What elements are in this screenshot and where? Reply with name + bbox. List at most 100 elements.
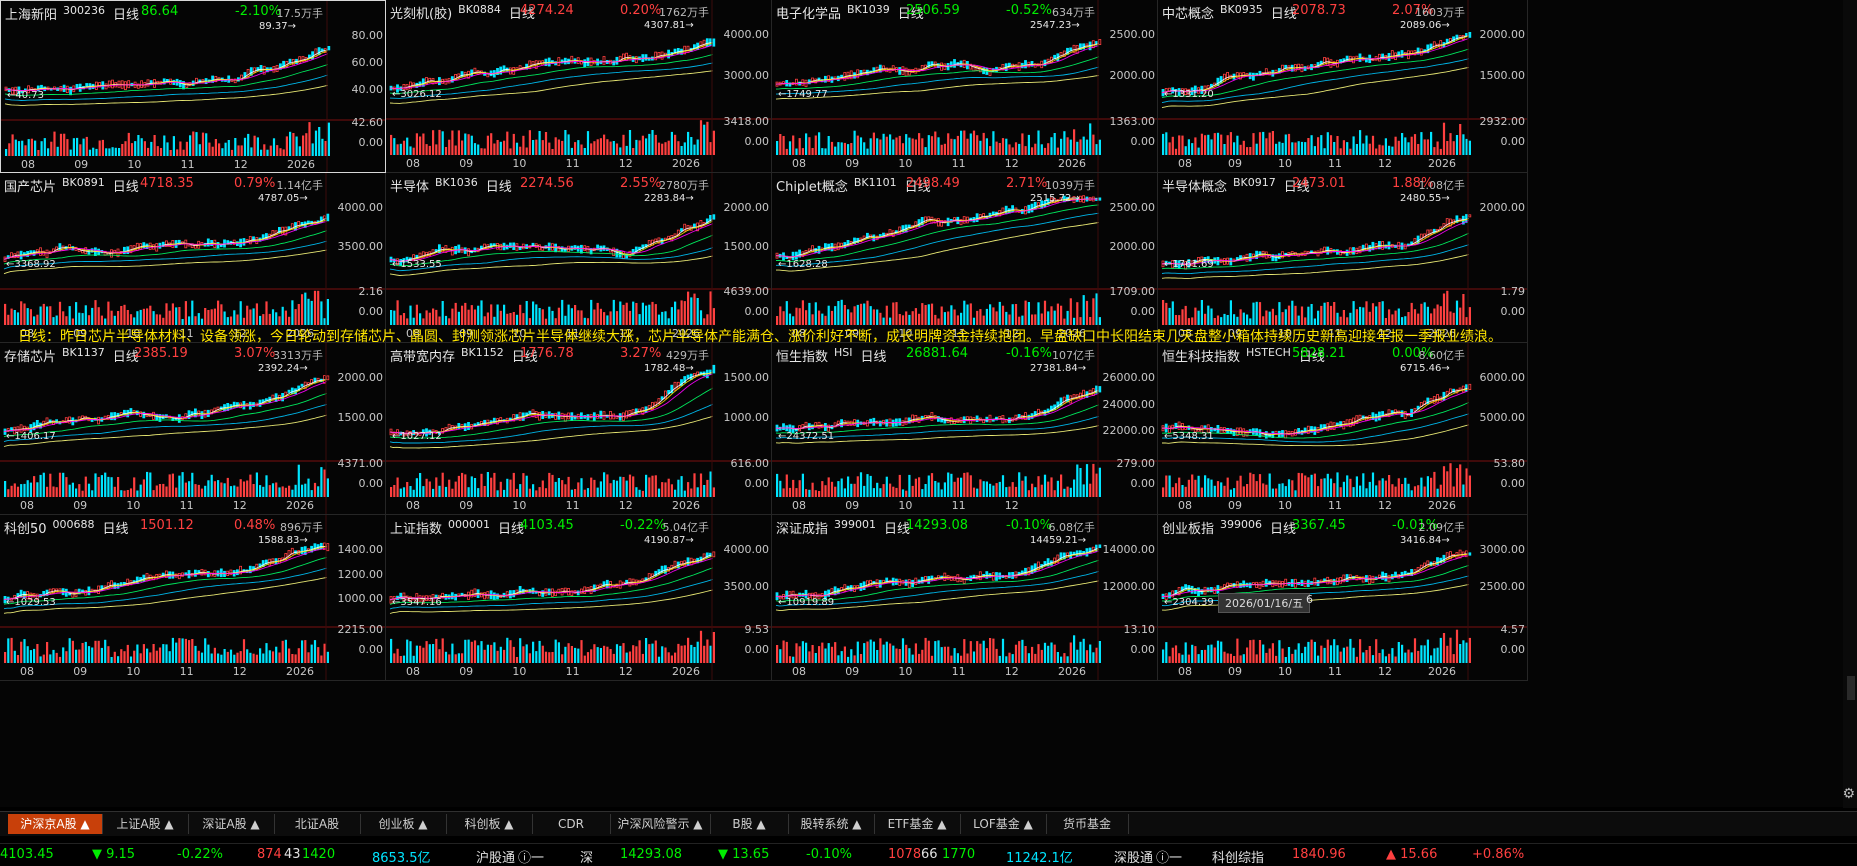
chart-panel-bk1039[interactable]: 电子化学品 BK1039 日线 2506.59 -0.52% 634万手 2547.23→ ←… — [772, 0, 1158, 173]
kline-chart[interactable] — [386, 343, 772, 515]
security-code: 399006 — [1220, 518, 1263, 531]
tab-0[interactable]: 沪深京A股 ▲ — [8, 814, 103, 834]
tab-5[interactable]: 科创板 ▲ — [446, 814, 533, 834]
kline-chart[interactable] — [0, 515, 386, 681]
chart-panel-bk0891[interactable]: 国产芯片 BK0891 日线 4718.35 0.79% 1.14亿手 4787.05→ ←3… — [0, 173, 386, 343]
time-axis-tick: 2026 — [672, 665, 700, 678]
chart-panel-bk0884[interactable]: 光刻机(胶) BK0884 日线 4274.24 0.20% 1762万手 4307.81→… — [386, 0, 772, 173]
tab-6[interactable]: CDR — [532, 814, 611, 834]
kline-chart[interactable] — [772, 0, 1158, 173]
kline-chart[interactable] — [386, 0, 772, 173]
chart-panel-300236[interactable]: 上海新阳 300236 日线 86.64 -2.10% 17.5万手 89.37→ ←40.7… — [0, 0, 386, 173]
volume-bar — [321, 138, 324, 156]
ma-line — [1161, 218, 1469, 265]
chart-panel-bk1101[interactable]: Chiplet概念 BK1101 日线 2498.49 2.71% 1039万手 2515.… — [772, 173, 1158, 343]
volume-bar — [1320, 645, 1323, 663]
volume-bar — [963, 130, 966, 155]
volume-bar — [1014, 304, 1018, 325]
volume-bar — [1089, 483, 1092, 497]
volume-bar — [1371, 303, 1375, 325]
volume-bar — [208, 142, 211, 156]
volume-bar — [599, 648, 602, 663]
chart-panel-000688[interactable]: 科创50 000688 日线 1501.12 0.48% 896万手 1588.83→ ←10… — [0, 515, 386, 681]
chart-panel-bk1036[interactable]: 半导体 BK1036 日线 2274.56 2.55% 2780万手 2283.84→ ←15… — [386, 173, 772, 343]
chart-panel-bk1137[interactable]: 存储芯片 BK1137 日线 2385.19 3.07% 3313万手 2392.24→ ←1… — [0, 343, 386, 515]
tab-9[interactable]: 股转系统 ▲ — [788, 814, 875, 834]
volume-bar — [419, 645, 422, 663]
candle — [1429, 229, 1433, 235]
volume-bar — [1362, 652, 1365, 663]
sgt-label[interactable]: 深股通 — [1114, 851, 1154, 866]
volume-bar — [155, 650, 158, 663]
volume-bar — [515, 314, 519, 325]
kline-chart[interactable] — [0, 173, 386, 343]
ma-line — [4, 49, 328, 92]
kline-chart[interactable] — [1158, 515, 1528, 681]
kline-chart[interactable] — [1158, 173, 1528, 343]
volume-bar — [998, 655, 1001, 663]
chart-panel-000001[interactable]: 上证指数 000001 日线 4103.45 -0.22% 5.04亿手 4190.87→ ←… — [386, 515, 772, 681]
tab-2[interactable]: 深证A股 ▲ — [188, 814, 275, 834]
volume-bar — [1420, 645, 1423, 663]
volume-bar — [872, 309, 875, 325]
volume-bar — [1455, 135, 1459, 155]
ma-line — [389, 371, 713, 435]
volume-bar — [1014, 486, 1018, 497]
ma-line — [389, 555, 713, 601]
kline-chart[interactable] — [0, 343, 386, 515]
tab-1[interactable]: 上证A股 ▲ — [102, 814, 189, 834]
kline-chart[interactable] — [1158, 0, 1528, 173]
hgt-label[interactable]: 沪股通 — [476, 851, 516, 866]
price-axis-tick: 1000.00 — [337, 592, 384, 606]
tab-11[interactable]: LOF基金 ▲ — [960, 814, 1047, 834]
hgt-info-icon[interactable]: ⓘ一 — [518, 851, 545, 866]
kline-chart[interactable] — [772, 343, 1158, 515]
volume-bar — [885, 641, 888, 663]
tab-4[interactable]: 创业板 ▲ — [360, 814, 447, 834]
kline-chart[interactable] — [772, 173, 1158, 343]
kline-chart[interactable] — [386, 173, 772, 343]
volume-bar — [1352, 647, 1355, 663]
tab-12[interactable]: 货币基金 — [1046, 814, 1129, 834]
time-axis-tick: 09 — [1228, 157, 1242, 170]
chart-panel-bk1152[interactable]: 高带宽内存 BK1152 日线 1776.78 3.27% 429万手 1782.48→ ←1… — [386, 343, 772, 515]
ma-line — [389, 223, 713, 262]
kline-chart[interactable] — [772, 515, 1158, 681]
volume-bar — [1178, 135, 1181, 155]
kline-chart[interactable] — [1158, 343, 1528, 515]
tab-7[interactable]: 沪深风险警示 ▲ — [610, 814, 711, 834]
volume-bar — [1262, 131, 1265, 155]
volume-bar — [272, 138, 276, 156]
chart-panel-hstech[interactable]: 恒生科技指数 HSTECH 日线 5828.21 0.00% 8.60亿手 6715.46→… — [1158, 343, 1528, 515]
chart-panel-bk0917[interactable]: 半导体概念 BK0917 日线 2473.01 1.88% 1.08亿手 2480.55→ ←… — [1158, 173, 1528, 343]
kline-chart[interactable] — [386, 515, 772, 681]
high-price-marker: 1782.48→ — [644, 363, 694, 374]
chart-panel-hsi[interactable]: 恒生指数 HSI 日线 26881.64 -0.16% 107亿手 27381.84→ ←24… — [772, 343, 1158, 515]
time-axis-tick: 08 — [20, 327, 34, 340]
volume-bar — [892, 302, 895, 325]
volume-bar — [674, 489, 677, 497]
chart-panel-399006[interactable]: 创业板指 399006 日线 3367.45 -0.01% 2.09亿手 3416.84→ ←… — [1158, 515, 1528, 681]
volume-bar — [648, 644, 651, 663]
scroll-handle[interactable] — [1847, 676, 1855, 700]
chart-panel-399001[interactable]: 深证成指 399001 日线 14293.08 -0.10% 6.08亿手 14459.21… — [772, 515, 1158, 681]
candle — [1329, 59, 1333, 68]
tab-8[interactable]: B股 ▲ — [710, 814, 789, 834]
volume-bar — [85, 136, 88, 156]
panel-header: 半导体概念 BK0917 日线 — [1162, 176, 1310, 195]
tab-10[interactable]: ETF基金 ▲ — [874, 814, 961, 834]
kline-chart[interactable] — [1, 1, 386, 173]
volume-bar — [901, 638, 905, 663]
volume-bar — [259, 485, 262, 497]
volume-bar — [927, 640, 930, 663]
chart-panel-bk0935[interactable]: 中芯概念 BK0935 日线 2078.73 2.07% 1603万手 2089.06→ ←1… — [1158, 0, 1528, 173]
gear-icon[interactable]: ⚙ — [1842, 786, 1855, 802]
volume-bar — [976, 135, 979, 155]
tab-3[interactable]: 北证A股 — [274, 814, 361, 834]
volume-bar — [1459, 464, 1462, 497]
volume-bar — [40, 141, 43, 156]
sgt-info-icon[interactable]: ⓘ一 — [1156, 851, 1183, 866]
volume-bar — [963, 472, 966, 497]
volume-bar — [278, 316, 281, 325]
volume-bar — [1229, 300, 1232, 325]
